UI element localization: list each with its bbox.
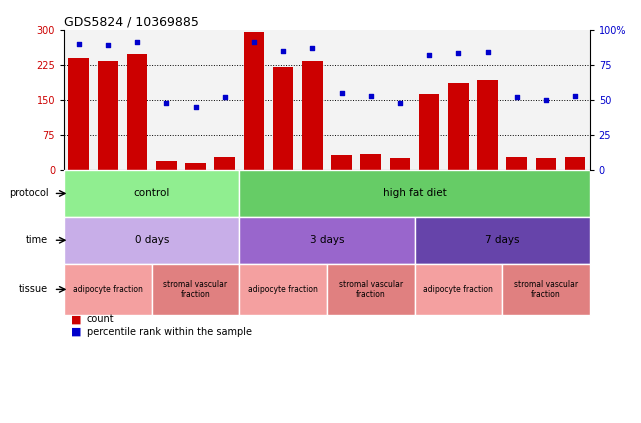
Point (220, 93, 230, 100)
Text: GDS5824 / 10369885: GDS5824 / 10369885 (64, 16, 199, 28)
Text: time: time (26, 235, 48, 245)
Point (570, 92, 580, 99)
Bar (502, 30, 531, 170)
Bar (69, 58, 89, 170)
Bar (181, 30, 210, 170)
Bar (478, 80, 498, 170)
Bar (239, 217, 415, 264)
Text: 7 days: 7 days (485, 235, 519, 245)
Text: ■: ■ (71, 327, 81, 337)
Bar (64, 170, 239, 217)
Bar (502, 264, 590, 315)
Text: count: count (87, 314, 114, 324)
Bar (269, 30, 297, 170)
Point (424, 52, 434, 58)
Text: percentile rank within the sample: percentile rank within the sample (87, 327, 251, 337)
Bar (327, 30, 356, 170)
Point (483, 49, 493, 55)
Bar (415, 217, 590, 264)
Point (74, 40, 84, 47)
Bar (127, 54, 147, 170)
Bar (94, 30, 122, 170)
Bar (360, 154, 381, 170)
Bar (448, 83, 469, 170)
Point (395, 99, 405, 106)
Text: ■: ■ (71, 314, 81, 324)
Point (103, 42, 113, 49)
Bar (356, 30, 385, 170)
Bar (473, 30, 502, 170)
Bar (506, 157, 527, 170)
Bar (244, 32, 264, 170)
Bar (273, 67, 294, 170)
Text: 3 days: 3 days (310, 235, 344, 245)
Bar (444, 30, 473, 170)
Text: high fat diet: high fat diet (383, 188, 446, 198)
Point (132, 39, 142, 46)
Point (161, 99, 171, 106)
Bar (565, 157, 585, 170)
Bar (64, 264, 152, 315)
Bar (536, 158, 556, 170)
Point (190, 104, 201, 110)
Bar (210, 30, 239, 170)
Bar (390, 158, 410, 170)
Bar (239, 264, 327, 315)
Text: 0 days: 0 days (135, 235, 169, 245)
Bar (156, 161, 176, 170)
Bar (419, 94, 439, 170)
Bar (64, 217, 239, 264)
Point (249, 39, 259, 46)
Point (541, 96, 551, 103)
Bar (239, 170, 590, 217)
Bar (239, 30, 269, 170)
Bar (152, 30, 181, 170)
Bar (302, 61, 322, 170)
Bar (327, 264, 415, 315)
Bar (415, 264, 502, 315)
Bar (97, 61, 118, 170)
Point (365, 92, 376, 99)
Bar (152, 264, 239, 315)
Bar (64, 30, 94, 170)
Text: adipocyte fraction: adipocyte fraction (248, 285, 318, 294)
Bar (297, 30, 327, 170)
Text: stromal vascular
fraction: stromal vascular fraction (338, 280, 403, 299)
Text: stromal vascular
fraction: stromal vascular fraction (514, 280, 578, 299)
Point (453, 50, 463, 57)
Text: tissue: tissue (19, 284, 48, 294)
Bar (415, 30, 444, 170)
Text: protocol: protocol (9, 188, 48, 198)
Text: adipocyte fraction: adipocyte fraction (423, 285, 494, 294)
Bar (122, 30, 152, 170)
Bar (385, 30, 415, 170)
Bar (215, 157, 235, 170)
Text: adipocyte fraction: adipocyte fraction (73, 285, 143, 294)
Point (512, 93, 522, 100)
Point (278, 47, 288, 54)
Point (337, 89, 347, 96)
Point (307, 44, 317, 51)
Bar (531, 30, 560, 170)
Bar (560, 30, 590, 170)
Text: stromal vascular
fraction: stromal vascular fraction (163, 280, 228, 299)
Bar (185, 163, 206, 170)
Bar (331, 155, 352, 170)
Text: control: control (133, 188, 170, 198)
